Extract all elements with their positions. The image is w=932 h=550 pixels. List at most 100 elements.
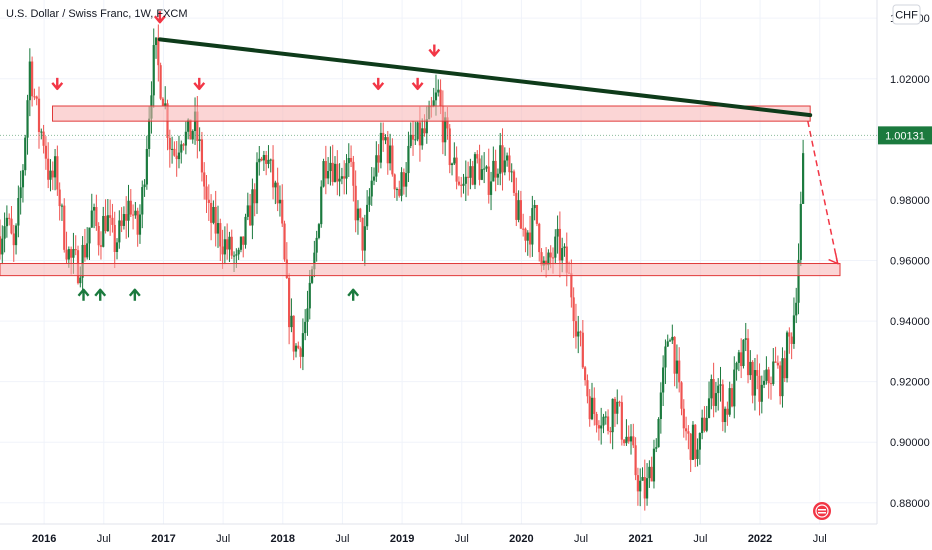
candle <box>723 406 727 433</box>
candle <box>769 376 773 400</box>
candle-body <box>478 158 481 180</box>
candle <box>377 144 380 173</box>
candle-body <box>0 236 2 255</box>
candle <box>205 175 208 213</box>
candle <box>535 204 539 227</box>
candle <box>161 97 165 106</box>
candle-body <box>432 100 435 107</box>
candle <box>125 196 128 239</box>
candle <box>143 179 146 197</box>
candle <box>170 136 174 164</box>
candle <box>758 363 761 416</box>
candle-body <box>244 216 247 245</box>
candle-body <box>327 171 330 179</box>
candle-body <box>506 155 509 161</box>
candle-body <box>728 388 731 415</box>
candle-body <box>641 477 644 481</box>
currency-button[interactable]: CHF <box>892 4 921 25</box>
symbol-title: U.S. Dollar / Swiss Franc, 1W, FXCM <box>6 8 188 20</box>
candle-body <box>297 345 300 349</box>
candle <box>113 211 116 269</box>
candle-body <box>414 139 417 141</box>
candle-body <box>180 144 183 153</box>
candle-body <box>21 170 25 188</box>
candle-body <box>134 210 137 216</box>
candle-body <box>345 163 348 179</box>
resistance-zone <box>52 105 811 122</box>
candle-body <box>767 369 770 384</box>
candle-body <box>177 152 181 160</box>
price-tick-label: 0.94000 <box>890 316 930 328</box>
candle-body <box>561 248 564 261</box>
candle <box>494 149 497 192</box>
candle <box>92 203 96 229</box>
candle <box>774 346 777 363</box>
candle <box>629 424 633 455</box>
candle-body <box>425 119 428 134</box>
candle <box>134 201 137 219</box>
candle <box>712 362 715 418</box>
time-tick-label: Jul <box>97 533 111 545</box>
candle-body <box>331 162 334 182</box>
candle <box>746 329 750 384</box>
candle <box>327 157 330 185</box>
candle <box>421 118 424 150</box>
candle-body <box>189 119 192 140</box>
candle-body <box>170 148 174 150</box>
candle-body <box>503 160 506 173</box>
candle-body <box>249 205 252 226</box>
candle-body <box>212 206 215 223</box>
candle-body <box>5 217 8 227</box>
candle-body <box>437 89 440 93</box>
candle-body <box>781 358 784 397</box>
candle-body <box>563 246 566 249</box>
time-tick-label: 2020 <box>509 533 533 545</box>
candle <box>242 236 245 258</box>
time-axis[interactable]: 2016 Jul 2017 Jul 2018 Jul 2019 Jul 2020 Jul 2021 J… <box>32 533 827 545</box>
candle-body <box>111 217 114 225</box>
candle <box>26 94 29 155</box>
candle-body <box>136 210 139 235</box>
candle-body <box>565 246 568 273</box>
candle-body <box>216 223 220 234</box>
candle-body <box>648 466 651 479</box>
candle <box>5 205 8 238</box>
candle-body <box>485 166 488 169</box>
candle-body <box>338 178 341 182</box>
candle <box>253 183 256 217</box>
candle <box>152 28 155 108</box>
candle-body <box>363 226 366 251</box>
candle <box>735 361 738 381</box>
candle <box>574 303 578 349</box>
candle-body <box>643 477 646 499</box>
candle <box>187 118 190 140</box>
candle <box>127 184 130 238</box>
candle-body <box>37 98 41 132</box>
candle-body <box>168 137 171 150</box>
candle-body <box>662 367 665 393</box>
candle-body <box>228 236 231 250</box>
candle-body <box>467 176 470 178</box>
candle <box>118 210 121 249</box>
candle-body <box>42 131 45 146</box>
candle-body <box>138 214 142 235</box>
candle <box>354 170 357 233</box>
candle <box>207 184 210 221</box>
candle-body <box>51 170 54 178</box>
candle-body <box>763 380 766 385</box>
candle-body <box>678 360 681 383</box>
candle-body <box>384 137 387 141</box>
candle-body <box>687 431 690 434</box>
candle <box>705 405 708 433</box>
candle <box>717 378 720 411</box>
candle-body <box>372 176 376 181</box>
candle-body <box>232 255 236 257</box>
candle-body <box>154 37 158 46</box>
candle-body <box>785 332 789 379</box>
candle-body <box>551 257 555 259</box>
candle <box>361 217 364 262</box>
tradingview-logo-icon <box>813 502 831 520</box>
candle <box>437 79 440 97</box>
candle <box>673 336 676 387</box>
